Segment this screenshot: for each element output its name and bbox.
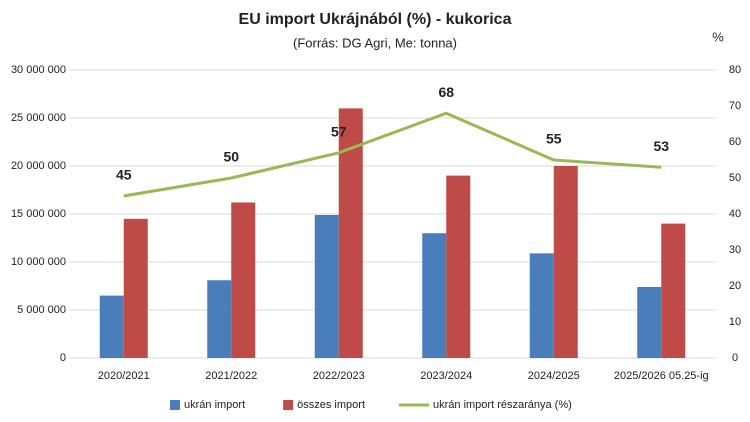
bar: [231, 202, 256, 358]
y-tick-label: 10 000 000: [11, 256, 66, 268]
x-tick-label: 2024/2025: [528, 370, 580, 382]
x-tick-label: 2020/2021: [98, 370, 150, 382]
legend-swatch: [283, 400, 294, 410]
bar: [314, 214, 339, 358]
data-label: 53: [653, 138, 669, 154]
y-tick-label: 25 000 000: [11, 112, 66, 124]
legend-swatch: [170, 400, 180, 410]
data-label: 57: [331, 124, 347, 140]
bar: [553, 166, 578, 358]
y2-tick-label: 30: [729, 244, 741, 256]
bar: [446, 175, 471, 358]
x-tick-label: 2022/2023: [313, 370, 365, 382]
bar: [637, 286, 662, 358]
bar: [661, 223, 686, 358]
y2-tick-label: 70: [729, 100, 741, 112]
data-label: 50: [223, 149, 239, 165]
data-label: 55: [546, 131, 562, 147]
data-label: 68: [438, 84, 454, 100]
y-tick-label: 30 000 000: [11, 64, 66, 76]
y2-tick-label: 40: [729, 208, 741, 220]
line: [123, 111, 662, 198]
x-tick-label: 2025/2026 05.25-ig: [614, 370, 709, 382]
y2-tick-label: 80: [729, 64, 741, 76]
y2-tick-label: 60: [729, 136, 741, 148]
y2-tick-label: 50: [729, 172, 741, 184]
y-tick-label: 20 000 000: [11, 160, 66, 172]
data-label: 45: [116, 167, 132, 183]
y-tick-label: 15 000 000: [11, 208, 66, 220]
legend-label: ukrán import: [184, 399, 245, 411]
bar: [422, 233, 447, 358]
y-tick-label: 0: [60, 352, 66, 364]
bar: [123, 218, 148, 358]
y2-tick-label: 0: [732, 352, 738, 364]
legend-label: ukrán import részaránya (%): [433, 399, 572, 411]
bar: [99, 295, 124, 358]
y-tick-label: 5 000 000: [17, 304, 66, 316]
x-tick-label: 2023/2024: [420, 370, 472, 382]
legend-label: összes import: [297, 399, 365, 411]
bar: [207, 280, 232, 358]
y2-tick-label: 20: [729, 280, 741, 292]
x-tick-label: 2021/2022: [205, 370, 257, 382]
bar: [529, 253, 554, 358]
y2-axis-label: %: [712, 29, 724, 44]
chart-subtitle: (Forrás: DG Agri, Me: tonna): [293, 35, 457, 50]
y2-tick-label: 10: [729, 316, 741, 328]
chart-title: EU import Ukrájnából (%) - kukorica: [239, 11, 512, 28]
